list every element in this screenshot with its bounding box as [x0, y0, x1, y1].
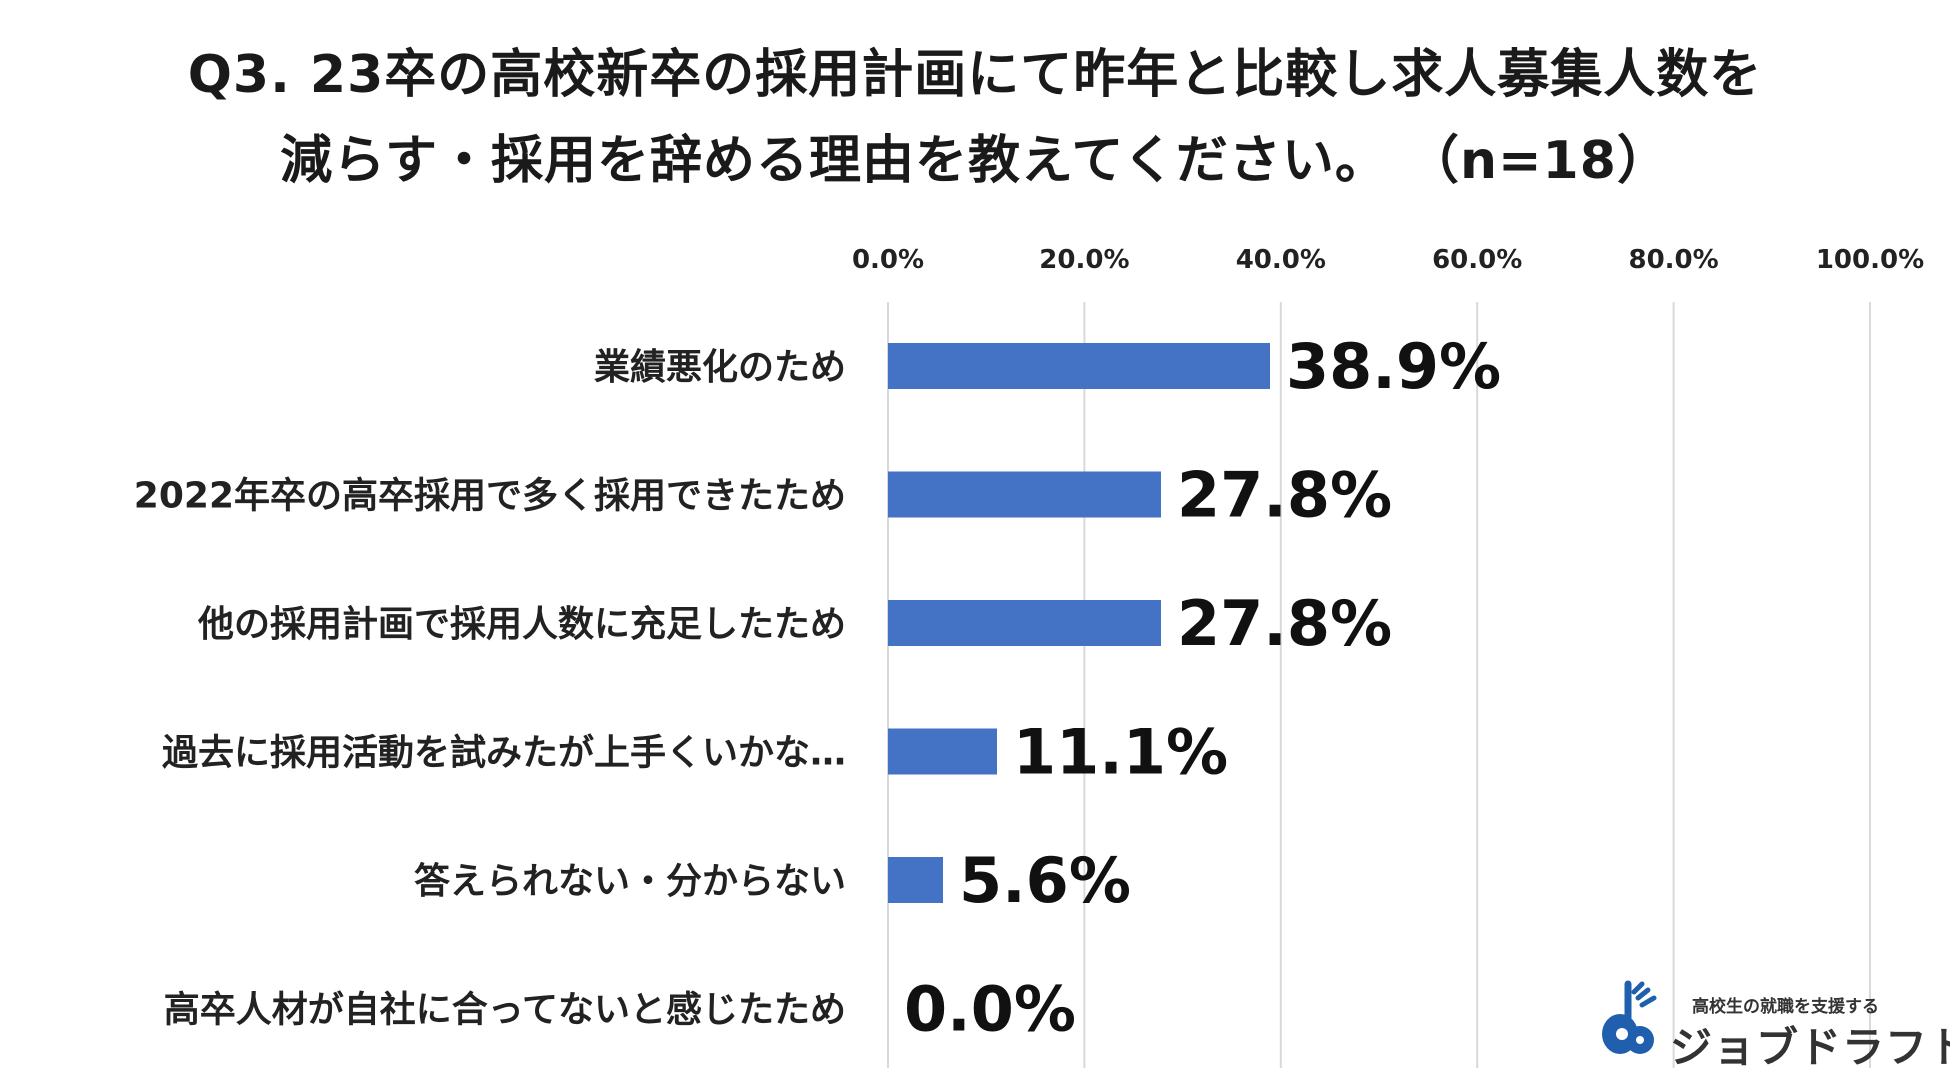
data-label: 38.9% — [1286, 330, 1501, 403]
bar — [888, 600, 1161, 646]
category-label: 過去に採用活動を試みたが上手くいかな… — [162, 733, 846, 774]
bar — [888, 343, 1270, 389]
bar — [888, 728, 998, 775]
data-label: 11.1% — [1013, 716, 1228, 789]
data-label: 27.8% — [1177, 587, 1392, 660]
category-label: 他の採用計画で採用人数に充足したため — [197, 604, 846, 645]
logo-tagline: 高校生の就職を支援する — [1692, 997, 1879, 1017]
bar — [888, 857, 943, 903]
x-tick-label: 100.0% — [1816, 245, 1924, 275]
x-tick-label: 0.0% — [852, 245, 924, 275]
jobdraft-logo: 高校生の就職を支援する ジョブドラフト — [1598, 978, 1950, 1072]
category-label: 高卒人材が自社に合ってないと感じたため — [164, 990, 846, 1031]
x-tick-label: 80.0% — [1628, 245, 1718, 275]
category-label: 答えられない・分からない — [414, 861, 846, 902]
chart-title-line-1: Q3. 23卒の高校新卒の採用計画にて昨年と比較し求人募集人数を — [187, 45, 1763, 105]
x-tick-label: 40.0% — [1236, 245, 1326, 275]
data-label: 0.0% — [904, 973, 1076, 1046]
guitar-note-logo-icon — [1602, 980, 1657, 1054]
chart-title-line-2: 減らす・採用を辞める理由を教えてください。 （n=18） — [280, 131, 1670, 191]
x-tick-label: 60.0% — [1432, 245, 1522, 275]
x-tick-label: 20.0% — [1039, 245, 1129, 275]
data-label: 5.6% — [959, 844, 1131, 917]
logo-name: ジョブドラフト — [1670, 1023, 1950, 1072]
category-label: 2022年卒の高卒採用で多く採用できたため — [134, 476, 846, 517]
data-label: 27.8% — [1177, 459, 1392, 532]
bar — [888, 471, 1161, 518]
category-label: 業績悪化のため — [594, 347, 846, 388]
